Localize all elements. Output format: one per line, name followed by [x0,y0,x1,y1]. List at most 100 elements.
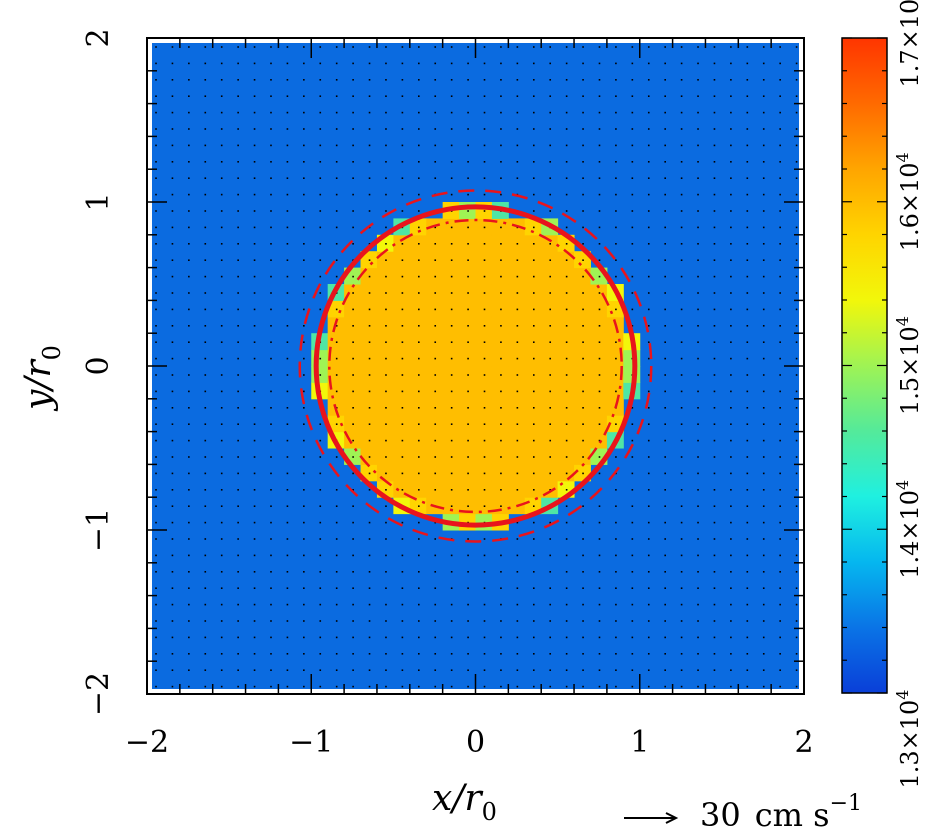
velocity-dot [483,587,486,589]
velocity-dot [204,456,207,458]
velocity-dot [467,128,469,130]
velocity-dot [220,505,223,507]
velocity-dot [319,308,322,311]
velocity-dot [204,62,207,65]
velocity-dot [319,472,322,475]
velocity-dot [647,390,650,393]
velocity-dot [598,636,601,639]
velocity-dot [762,79,765,81]
velocity-dot [500,275,502,278]
velocity-dot [730,144,732,147]
velocity-dot [368,46,371,48]
velocity-dot [385,46,387,48]
velocity-dot [418,423,420,425]
velocity-dot [697,275,699,278]
velocity-dot [467,685,469,688]
velocity-dot [204,489,207,491]
velocity-dot [697,292,699,294]
velocity-dot [418,521,420,524]
y-tick-label: −1 [81,508,116,552]
velocity-dot [286,161,289,163]
velocity-dot [746,407,749,409]
velocity-dot [286,46,289,48]
velocity-dot [631,144,634,147]
velocity-dot [664,620,666,622]
velocity-dot [680,111,683,114]
velocity-dot [532,292,535,294]
velocity-dot [598,685,601,688]
velocity-dot [401,177,404,179]
velocity-dot [615,571,617,573]
velocity-dot [795,554,798,557]
velocity-dot [483,636,486,639]
velocity-dot [647,193,650,196]
velocity-dot [500,292,502,294]
velocity-dot [220,259,223,261]
velocity-dot [385,144,387,147]
velocity-dot [237,95,239,97]
velocity-dot [270,193,272,196]
velocity-dot [647,341,650,343]
velocity-dot [385,292,387,294]
velocity-dot [713,46,716,48]
velocity-dot [204,79,207,81]
velocity-dot [319,423,322,425]
velocity-dot [697,390,699,393]
velocity-dot [352,456,354,458]
velocity-dot [697,95,699,97]
velocity-dot [303,177,305,179]
velocity-dot [368,538,371,540]
velocity-dot [697,423,699,425]
y-axis-label: y/r0 [18,345,66,412]
velocity-dot [220,62,223,65]
velocity-dot [171,243,174,245]
velocity-dot [615,308,617,311]
velocity-dot [467,161,469,163]
velocity-dot [319,144,322,147]
velocity-dot [795,472,798,475]
velocity-dot [286,685,289,688]
velocity-dot [730,128,732,130]
velocity-dot [779,325,781,327]
velocity-dot [155,636,157,639]
velocity-dot [549,292,552,294]
velocity-dot [467,226,469,229]
velocity-dot [303,325,305,327]
velocity-dot [516,62,519,65]
velocity-dot [319,669,322,671]
velocity-dot [253,128,256,130]
velocity-dot [532,521,535,524]
velocity-dot [368,341,371,343]
velocity-dot [418,685,420,688]
velocity-dot [647,636,650,639]
velocity-dot [155,46,157,48]
velocity-dot [500,193,502,196]
velocity-dot [746,357,749,360]
velocity-dot [385,669,387,671]
velocity-dot [171,538,174,540]
velocity-dot [664,259,666,261]
velocity-dot [779,292,781,294]
velocity-dot [155,210,157,212]
velocity-dot [516,128,519,130]
x-tick-label: 2 [794,725,813,760]
velocity-dot [582,177,584,179]
velocity-dot [335,128,338,130]
velocity-dot [335,62,338,65]
velocity-dot [713,357,716,360]
velocity-dot [762,685,765,688]
velocity-dot [188,177,190,179]
velocity-dot [795,62,798,65]
velocity-dot [565,243,568,245]
velocity-dot [680,210,683,212]
velocity-dot [352,325,354,327]
velocity-dot [664,357,666,360]
velocity-dot [500,472,502,475]
colorbar-tick-label: 1.6×104 [893,152,924,251]
velocity-dot [598,292,601,294]
velocity-dot [270,374,272,376]
velocity-dot [401,341,404,343]
velocity-dot [303,341,305,343]
velocity-dot [237,472,239,475]
velocity-dot [204,538,207,540]
